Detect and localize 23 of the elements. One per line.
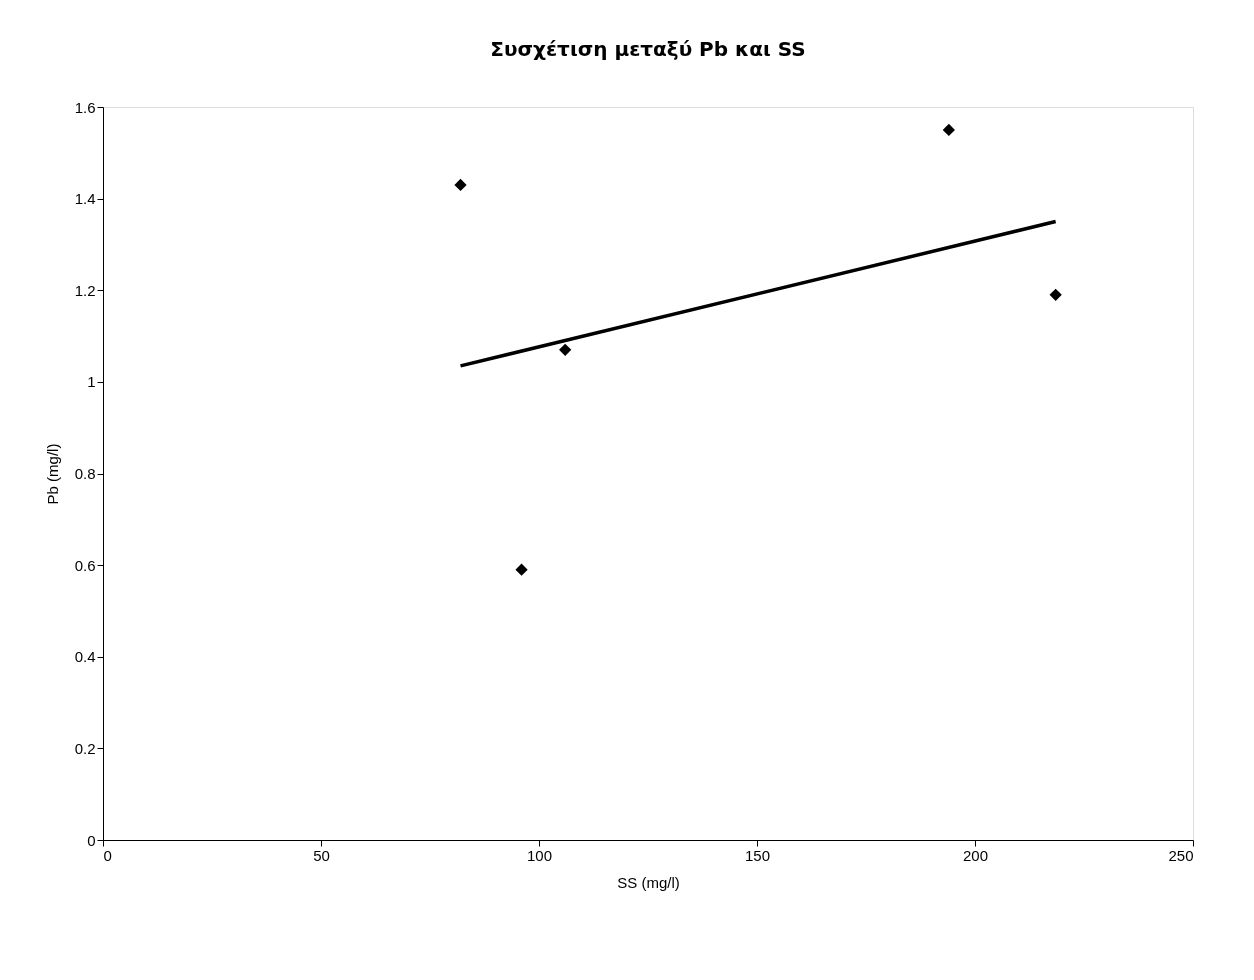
y-tick-label: 1.4	[74, 190, 96, 208]
x-tick-label: 200	[962, 846, 989, 864]
x-tick-label: 150	[744, 846, 771, 864]
y-tick-label: 0.4	[74, 648, 96, 666]
x-tick-label: 0	[103, 846, 112, 864]
point	[559, 343, 572, 356]
point	[515, 563, 528, 576]
y-tick-label: 0.2	[74, 739, 96, 757]
y-axis-title: Pb (mg/l)	[43, 443, 61, 505]
y-tick-label: 1.2	[74, 281, 96, 299]
x-tick-label: 50	[313, 846, 330, 864]
y-tick-label: 1	[87, 373, 96, 391]
point	[942, 123, 955, 137]
x-axis-title: SS (mg/l)	[617, 873, 680, 891]
chart-title: Συσχέτιση μεταξύ Pb και SS	[490, 37, 806, 61]
x-tick-label: 100	[526, 846, 553, 864]
y-tick-label: 1.6	[74, 98, 96, 116]
x-tick-label: 250	[1168, 846, 1194, 864]
y-tick-label: 0.8	[74, 465, 96, 482]
y-tick-label: 0.6	[74, 556, 96, 574]
y-tick-label: 0	[87, 831, 96, 849]
point	[1049, 288, 1062, 301]
point	[454, 178, 467, 192]
